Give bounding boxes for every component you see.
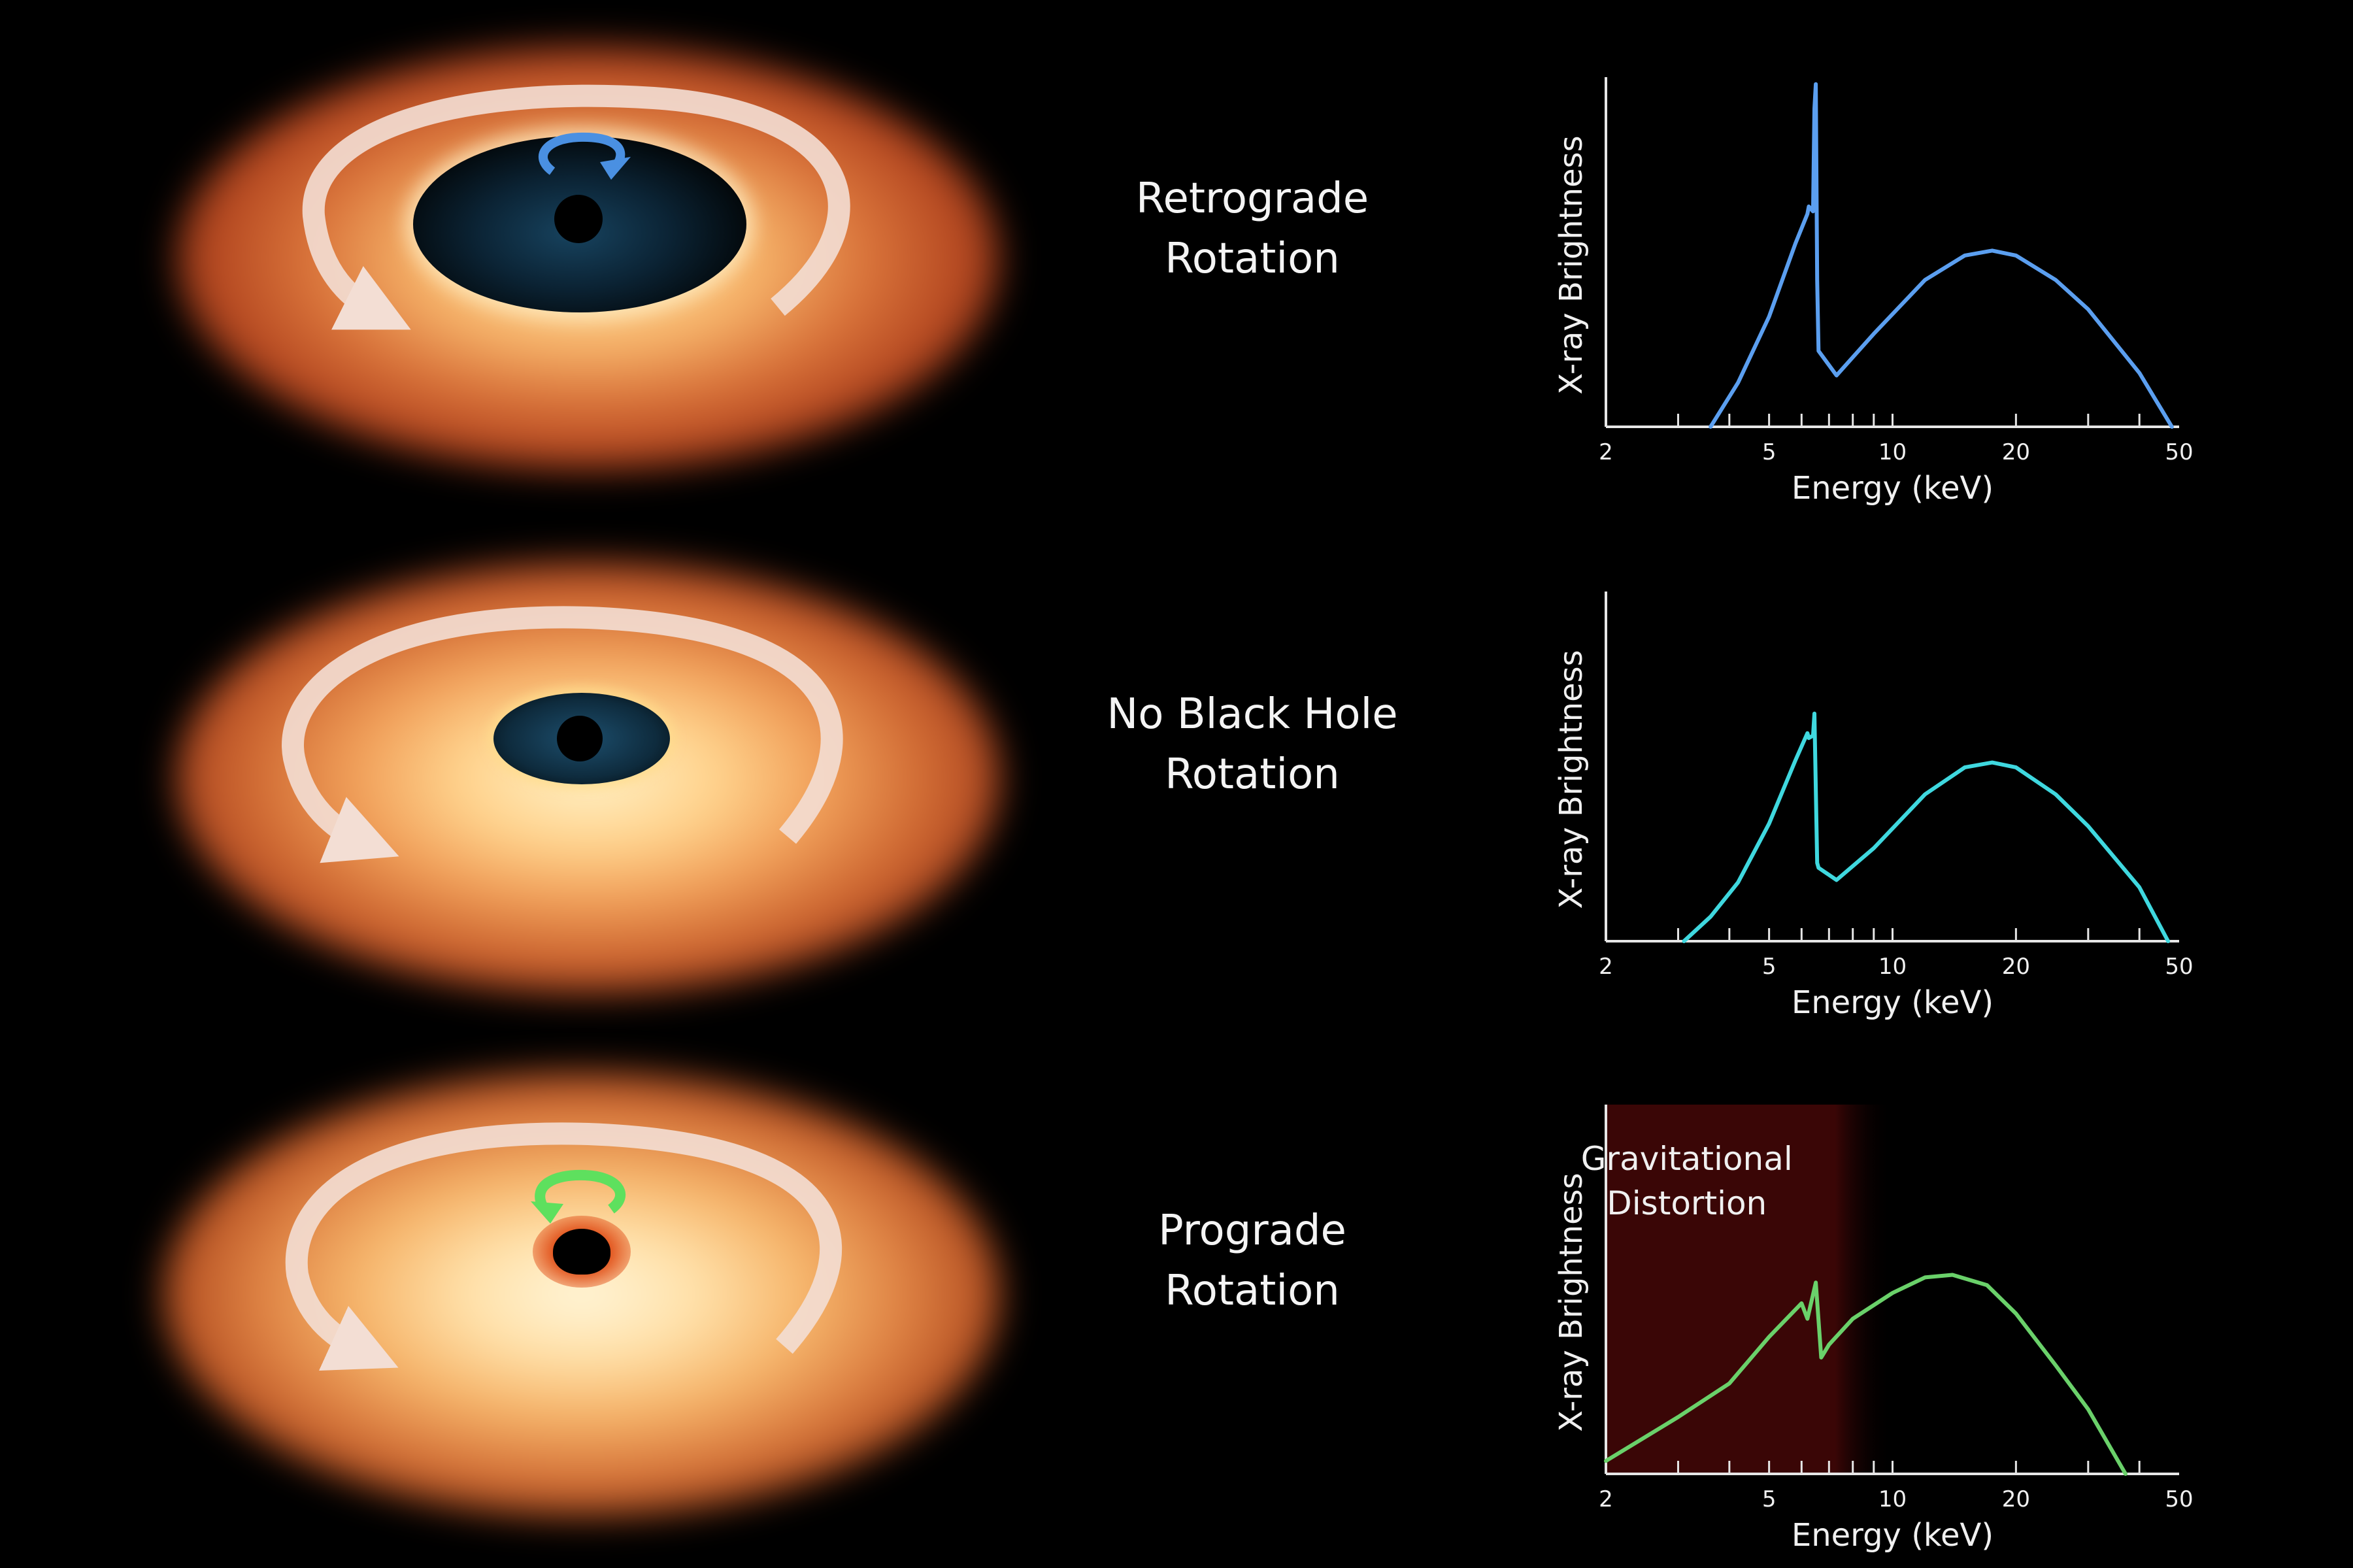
spectrum-line	[1709, 82, 2174, 429]
disk-rotation-arrow-icon	[285, 1122, 843, 1371]
x-tick-label: 2	[1599, 954, 1613, 980]
spectrum-line	[1604, 1273, 2128, 1476]
x-axis-label: Energy (keV)	[1792, 984, 1994, 1021]
gravitational-distortion-region	[1606, 1105, 1892, 1474]
label-line-2: Rotation	[1165, 235, 1340, 283]
x-tick-label: 5	[1762, 954, 1777, 980]
x-tick-label: 2	[1599, 1486, 1613, 1512]
x-tick-label: 10	[1878, 1486, 1907, 1512]
x-tick-label: 50	[2165, 439, 2193, 465]
x-tick-label: 50	[2165, 954, 2193, 980]
black-hole	[553, 1229, 610, 1275]
annotation-text: Distortion	[1607, 1184, 1767, 1222]
x-tick-label: 2	[1599, 439, 1613, 465]
y-axis-label: X-ray Brightness	[1553, 1173, 1590, 1431]
x-axis-label: Energy (keV)	[1792, 470, 1994, 507]
x-tick-label: 20	[2002, 439, 2030, 465]
x-axis-label: Energy (keV)	[1792, 1517, 1994, 1554]
x-tick-label: 50	[2165, 1486, 2193, 1512]
x-tick-label: 5	[1762, 1486, 1777, 1512]
label-line-1: Prograde	[1158, 1207, 1346, 1255]
x-tick-label: 5	[1762, 439, 1777, 465]
x-tick-label: 20	[2002, 954, 2030, 980]
x-tick-label: 10	[1878, 439, 1907, 465]
label-line-2: Rotation	[1165, 750, 1340, 799]
panel-label-retrograde: Retrograde Rotation	[1043, 169, 1461, 289]
panel-label-prograde: Prograde Rotation	[1043, 1201, 1461, 1321]
spectrum-chart-no-rotation: 2 5 10 20 50 Energy (keV) X-ray Brightness	[1553, 592, 2194, 1021]
x-tick-label: 20	[2002, 1486, 2030, 1512]
label-line-2: Rotation	[1165, 1267, 1340, 1315]
black-hole	[557, 716, 603, 761]
spin-arrow-retrograde-icon	[538, 132, 631, 180]
disk-rotation-arrow-icon	[282, 606, 843, 863]
label-line-1: Retrograde	[1135, 175, 1369, 223]
y-axis-label: X-ray Brightness	[1553, 135, 1590, 394]
black-hole	[554, 195, 603, 243]
panel-label-no-rotation: No Black Hole Rotation	[1043, 684, 1461, 805]
spectrum-chart-prograde: Gravitational Distortion 2 5 10 20 50 Energy (k…	[1553, 1105, 2194, 1554]
disk-rotation-arrow-icon	[302, 84, 850, 330]
spin-arrow-prograde-icon	[531, 1169, 626, 1224]
label-line-1: No Black Hole	[1107, 690, 1398, 739]
annotation-text: Gravitational	[1581, 1140, 1793, 1178]
spectrum-chart-retrograde: 2 5 10 20 50 Energy (keV) X-ray Brightness	[1553, 77, 2194, 507]
y-axis-label: X-ray Brightness	[1553, 650, 1590, 909]
x-tick-label: 10	[1878, 954, 1907, 980]
spectrum-line	[1682, 711, 2171, 943]
